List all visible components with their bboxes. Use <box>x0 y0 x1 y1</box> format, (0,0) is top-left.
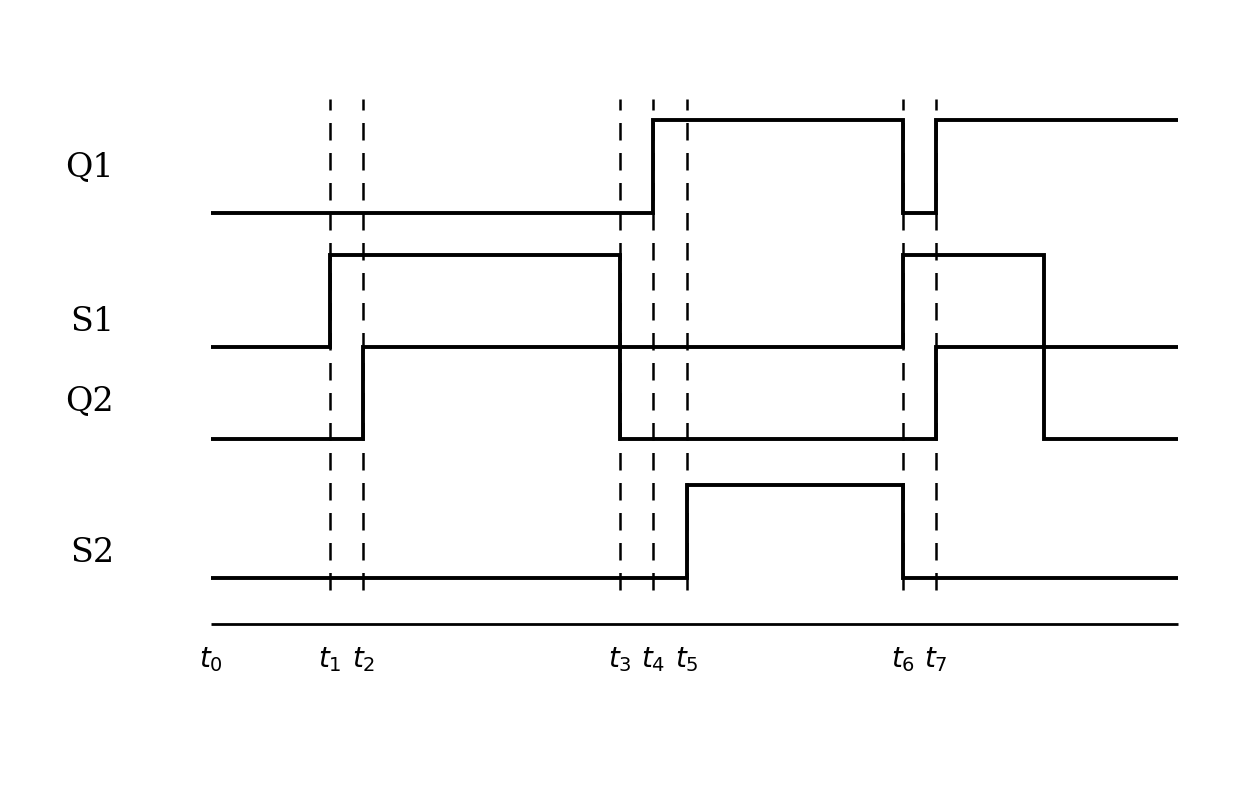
Text: $t_2$: $t_2$ <box>352 645 374 674</box>
Text: $t_1$: $t_1$ <box>319 645 341 674</box>
Text: Q2: Q2 <box>66 385 114 417</box>
Text: $t_6$: $t_6$ <box>890 645 915 674</box>
Text: S2: S2 <box>69 536 114 568</box>
Text: $t_0$: $t_0$ <box>198 645 223 674</box>
Text: Q1: Q1 <box>66 151 114 183</box>
Text: S1: S1 <box>69 306 114 338</box>
Text: $t_7$: $t_7$ <box>924 645 949 674</box>
Text: $t_3$: $t_3$ <box>608 645 632 674</box>
Text: $t_4$: $t_4$ <box>641 645 666 674</box>
Text: $t_5$: $t_5$ <box>675 645 699 674</box>
